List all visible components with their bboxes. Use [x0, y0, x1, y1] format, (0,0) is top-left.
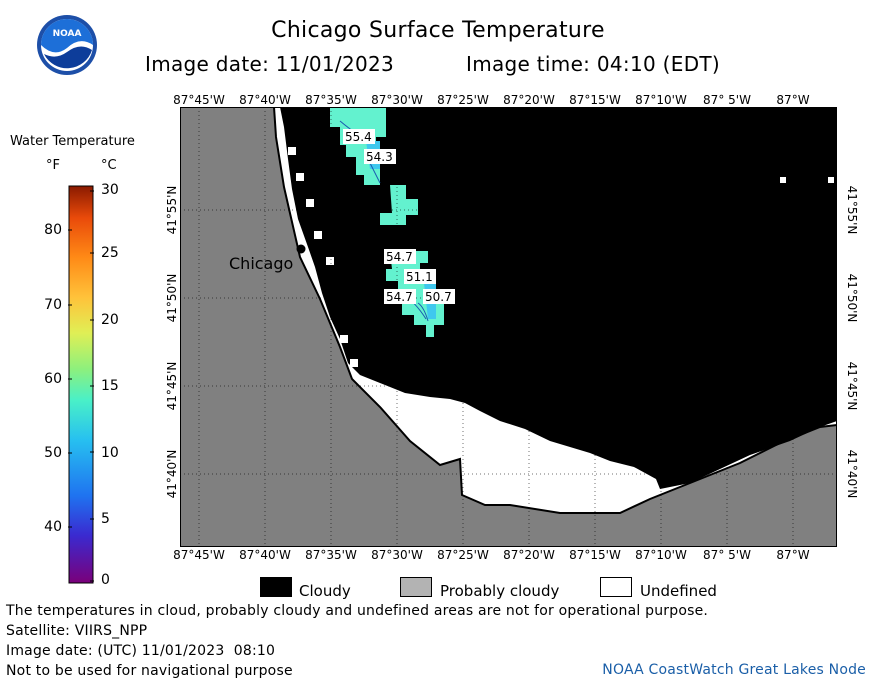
legend-unit-f: °F [46, 158, 60, 173]
logo-text: NOAA [53, 29, 82, 39]
legend-unit-c: °C [101, 158, 117, 173]
f-tick-70: 70 [44, 297, 62, 313]
lat-left-3: 41°45'N [165, 361, 179, 411]
temperature-labels: 55.4 54.3 54.7 51.1 54.7 50.7 [343, 129, 455, 304]
nav-warning: Not to be used for navigational purpose [6, 663, 293, 679]
lat-right-2: 41°50'N [845, 273, 859, 323]
lon-top-1: 87°45'W [173, 93, 225, 107]
lon-bottom-5: 87°25'W [437, 548, 489, 562]
undefined-speckles [288, 147, 834, 367]
temp-label: 54.7 [386, 290, 413, 304]
c-tick-10: 10 [101, 445, 119, 461]
temp-label: 54.7 [386, 250, 413, 264]
lat-right-3: 41°45'N [845, 361, 859, 411]
c-tick-5: 5 [101, 511, 110, 527]
lon-top-3: 87°35'W [305, 93, 357, 107]
lon-top-10: 87°W [776, 93, 810, 107]
lon-bottom-4: 87°30'W [371, 548, 423, 562]
legend-label-undefined: Undefined [640, 582, 717, 600]
c-tick-20: 20 [101, 312, 119, 328]
chicago-marker-icon [296, 244, 306, 254]
utc-date: Image date: (UTC) 11/01/2023 08:10 [6, 643, 276, 659]
f-tick-80: 80 [44, 222, 62, 238]
graticule [180, 107, 837, 547]
lon-top-9: 87° 5'W [703, 93, 751, 107]
temp-label: 54.3 [366, 150, 393, 164]
image-time: Image time: 04:10 (EDT) [466, 52, 721, 76]
lon-bottom-9: 87° 5'W [703, 548, 751, 562]
lon-bottom-2: 87°40'W [239, 548, 291, 562]
temp-label: 51.1 [406, 270, 433, 284]
f-tick-50: 50 [44, 445, 62, 461]
c-tick-15: 15 [101, 378, 119, 394]
lon-bottom-1: 87°45'W [173, 548, 225, 562]
lon-bottom-10: 87°W [776, 548, 810, 562]
f-tick-40: 40 [44, 519, 62, 535]
temperature-colorbar [68, 185, 94, 584]
noaa-logo-icon: NOAA [37, 15, 97, 75]
legend-title: Water Temperature [10, 134, 135, 149]
c-tick-30: 30 [101, 182, 119, 198]
lon-bottom-8: 87°10'W [635, 548, 687, 562]
c-tick-25: 25 [101, 245, 119, 261]
city-label: Chicago [229, 254, 293, 273]
lon-top-6: 87°20'W [503, 93, 555, 107]
map-title: Chicago Surface Temperature [271, 18, 605, 43]
disclaimer: The temperatures in cloud, probably clou… [6, 603, 709, 619]
temperature-map: Chicago 55.4 54.3 54.7 51.1 54.7 50.7 [180, 107, 837, 547]
lon-top-7: 87°15'W [569, 93, 621, 107]
lat-left-1: 41°55'N [165, 185, 179, 235]
lon-top-2: 87°40'W [239, 93, 291, 107]
lon-top-4: 87°30'W [371, 93, 423, 107]
satellite: Satellite: VIIRS_NPP [6, 623, 148, 639]
cloud-region [280, 107, 837, 489]
legend-label-cloudy: Cloudy [299, 582, 351, 600]
lon-bottom-3: 87°35'W [305, 548, 357, 562]
lat-left-4: 41°40'N [165, 449, 179, 499]
temp-label: 50.7 [425, 290, 452, 304]
lat-right-1: 41°55'N [845, 185, 859, 235]
c-tick-0: 0 [101, 572, 110, 588]
image-date: Image date: 11/01/2023 [145, 52, 395, 76]
lon-top-8: 87°10'W [635, 93, 687, 107]
legend-swatch-undefined [600, 577, 632, 597]
legend-label-probably-cloudy: Probably cloudy [440, 582, 560, 600]
f-tick-60: 60 [44, 371, 62, 387]
temp-label: 55.4 [345, 130, 372, 144]
lat-left-2: 41°50'N [165, 273, 179, 323]
credit: NOAA CoastWatch Great Lakes Node [602, 662, 866, 678]
lon-bottom-6: 87°20'W [503, 548, 555, 562]
lon-top-5: 87°25'W [437, 93, 489, 107]
legend-swatch-cloudy [260, 577, 292, 597]
lon-bottom-7: 87°15'W [569, 548, 621, 562]
lat-right-4: 41°40'N [845, 449, 859, 499]
legend-swatch-probably-cloudy [400, 577, 432, 597]
